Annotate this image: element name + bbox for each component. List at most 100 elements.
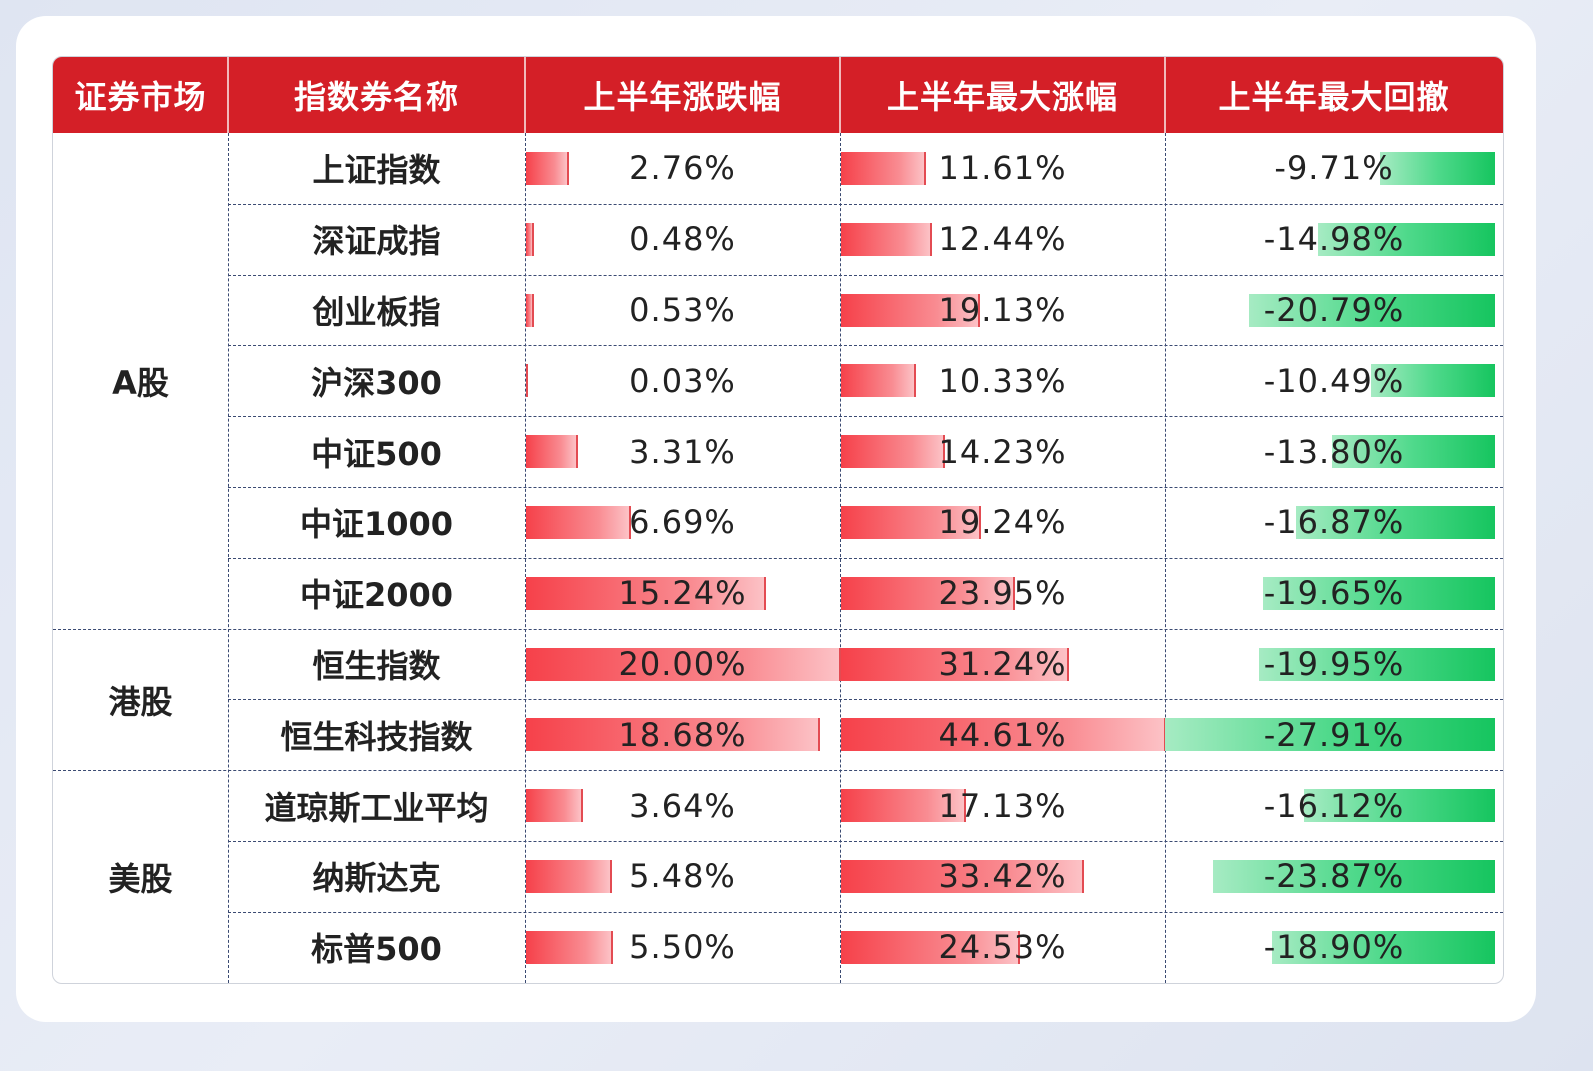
market-label-a-share: A股 <box>112 364 169 402</box>
change-value: 6.69% <box>629 503 736 542</box>
max-gain-value: 17.13% <box>938 786 1067 825</box>
index-name: 标普500 <box>311 930 442 969</box>
drawdown-bar <box>1380 151 1495 185</box>
change-bar <box>526 364 528 398</box>
drawdown-value: -19.65% <box>1263 574 1405 613</box>
drawdown-value: -10.49% <box>1263 361 1405 400</box>
max-gain-bar <box>841 222 932 256</box>
header-market: 证券市场 <box>53 57 228 133</box>
index-name: 沪深300 <box>311 363 442 402</box>
change-value: 3.64% <box>629 786 736 825</box>
drawdown-bar <box>1370 364 1495 398</box>
row-divider <box>228 203 1503 205</box>
row-divider <box>228 345 1503 347</box>
card: 证券市场 指数券名称 上半年涨跌幅 上半年最大涨幅 上半年最大回撤 A股 港股 … <box>16 16 1536 1022</box>
market-label-hk: 港股 <box>108 683 173 721</box>
change-value: 18.68% <box>618 715 747 754</box>
max-gain-value: 12.44% <box>938 220 1067 259</box>
change-bar <box>526 576 767 610</box>
max-gain-value: 19.13% <box>938 290 1067 329</box>
drawdown-value: -20.79% <box>1263 290 1405 329</box>
row-divider <box>228 557 1503 559</box>
drawdown-value: -23.87% <box>1263 857 1405 896</box>
change-value: 2.76% <box>629 149 736 188</box>
drawdown-bar <box>1304 789 1495 823</box>
row-divider <box>228 911 1503 913</box>
drawdown-bar <box>1331 435 1495 469</box>
change-bar <box>526 859 613 893</box>
header-h1-max-gain: 上半年最大涨幅 <box>840 57 1165 133</box>
index-performance-table: 证券市场 指数券名称 上半年涨跌幅 上半年最大涨幅 上半年最大回撤 A股 港股 … <box>52 56 1504 984</box>
max-gain-value: 31.24% <box>938 644 1067 683</box>
index-name: 恒生科技指数 <box>280 717 473 756</box>
max-gain-bar <box>841 859 1085 893</box>
index-name: 恒生指数 <box>312 646 441 685</box>
max-gain-value: 23.95% <box>938 574 1067 613</box>
max-gain-value: 44.61% <box>938 715 1067 754</box>
max-gain-bar <box>841 576 1016 610</box>
index-name: 深证成指 <box>312 222 441 261</box>
drawdown-bar <box>1165 718 1495 752</box>
drawdown-bar <box>1295 505 1495 539</box>
max-gain-bar <box>841 293 981 327</box>
header-index-name: 指数券名称 <box>228 57 525 133</box>
max-gain-value: 24.53% <box>938 928 1067 967</box>
drawdown-bar <box>1249 293 1495 327</box>
header-separator <box>227 57 229 133</box>
header-h1-max-drawdown: 上半年最大回撤 <box>1165 57 1503 133</box>
drawdown-value: -9.71% <box>1274 149 1394 188</box>
row-divider <box>228 841 1503 842</box>
header-separator <box>1164 57 1166 133</box>
index-name: 中证2000 <box>299 576 454 615</box>
drawdown-bar <box>1262 576 1495 610</box>
change-bar <box>526 718 821 752</box>
max-gain-bar <box>841 789 966 823</box>
index-name: 纳斯达克 <box>312 859 441 898</box>
header-h1-change: 上半年涨跌幅 <box>525 57 840 133</box>
max-gain-bar <box>841 505 982 539</box>
drawdown-value: -27.91% <box>1263 715 1405 754</box>
max-gain-bar <box>841 364 917 398</box>
drawdown-value: -14.98% <box>1263 220 1405 259</box>
change-value: 5.50% <box>629 928 736 967</box>
row-divider <box>228 416 1503 418</box>
change-bar <box>526 151 570 185</box>
max-gain-value: 19.24% <box>938 503 1067 542</box>
drawdown-bar <box>1271 930 1495 964</box>
change-value: 20.00% <box>618 644 747 683</box>
header-separator <box>839 57 841 133</box>
market-label-us: 美股 <box>108 860 173 898</box>
change-value: 15.24% <box>618 574 747 613</box>
row-divider <box>228 699 1503 701</box>
max-gain-value: 10.33% <box>938 361 1067 400</box>
drawdown-bar <box>1259 647 1495 681</box>
change-bar <box>526 505 632 539</box>
row-divider <box>53 770 1503 772</box>
change-bar <box>526 789 584 823</box>
max-gain-value: 11.61% <box>938 149 1067 188</box>
drawdown-value: -16.12% <box>1263 786 1405 825</box>
change-bar <box>526 930 613 964</box>
index-name: 中证1000 <box>299 505 454 544</box>
index-name: 创业板指 <box>312 292 441 331</box>
change-bar <box>526 647 841 681</box>
drawdown-value: -18.90% <box>1263 928 1405 967</box>
change-value: 0.48% <box>629 220 736 259</box>
max-gain-value: 33.42% <box>938 857 1067 896</box>
index-name: 道琼斯工业平均 <box>264 788 489 827</box>
row-divider <box>228 487 1503 488</box>
row-divider <box>228 274 1503 276</box>
max-gain-bar <box>841 151 926 185</box>
max-gain-bar <box>841 435 945 469</box>
drawdown-value: -16.87% <box>1263 503 1405 542</box>
change-value: 0.03% <box>629 361 736 400</box>
change-bar <box>526 293 535 327</box>
max-gain-bar <box>841 647 1069 681</box>
index-name: 上证指数 <box>312 151 441 190</box>
row-divider <box>53 628 1503 630</box>
drawdown-value: -19.95% <box>1263 644 1405 683</box>
drawdown-value: -13.80% <box>1263 432 1405 471</box>
change-value: 5.48% <box>629 857 736 896</box>
drawdown-bar <box>1317 222 1495 256</box>
max-gain-bar <box>841 718 1166 752</box>
